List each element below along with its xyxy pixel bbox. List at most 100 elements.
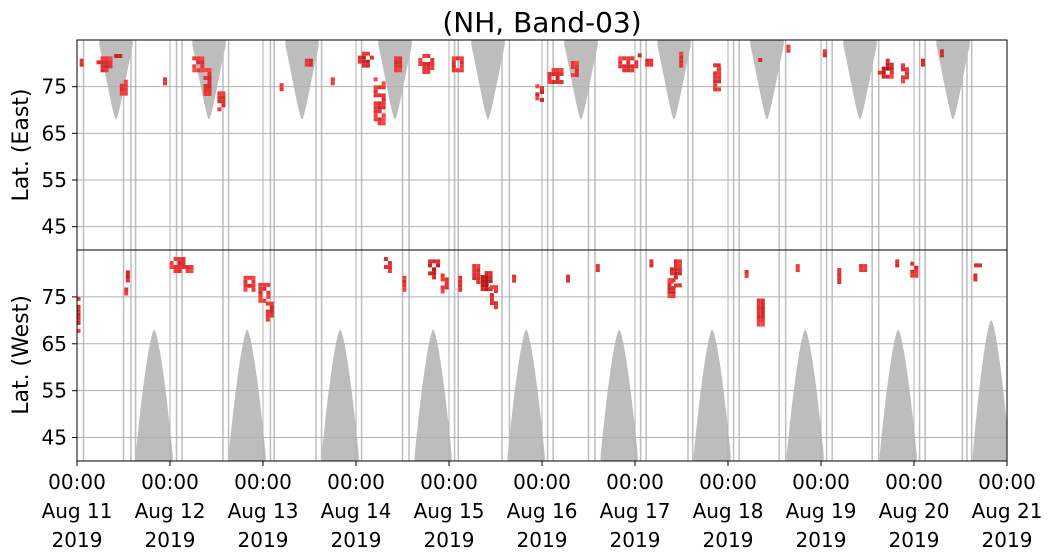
echo-cluster-14 [265,301,274,322]
echo-cell [458,287,463,292]
echo-cell [373,93,378,98]
echo-cell [181,261,186,266]
echo-cell [679,51,684,56]
echo-cell [493,305,498,310]
echo-cell [258,286,263,291]
echo-cell [744,273,749,278]
echo-cell [440,289,445,294]
x-tick-label-9: 00:00 Aug 20 2019 [879,470,950,552]
echo-cell [889,66,894,71]
echo-cell [361,55,366,60]
echo-cell [104,68,109,73]
echo-cluster-51 [795,264,800,273]
echo-cell [535,96,540,101]
x-tick-year: 2019 [610,528,661,552]
echo-cell [649,62,654,67]
echo-cell [484,283,489,288]
echo-cell [626,64,631,69]
echo-cell [192,64,197,69]
echo-cell [108,56,113,61]
echo-cell [760,302,765,307]
echo-cell [669,271,674,276]
echo-cell [373,77,378,82]
echo-cluster-4 [119,79,128,96]
echo-cell [904,67,909,72]
x-tick-time: 00:00 [606,470,664,494]
echo-cell [100,64,105,69]
tick-layer: 45 55 65 75 75 65 55 45 00:00 Aug 11 2019 00:00 Aug … [42,75,1043,552]
echo-cell [889,70,894,75]
echo-cluster-60 [939,49,944,58]
echo-cell [200,60,205,65]
echo-cell [885,58,890,63]
echo-cell [308,62,313,67]
echo-cell [100,56,105,61]
echo-cell [677,259,682,264]
echo-cell [476,276,481,281]
echo-cell [221,95,226,100]
echo-cell [119,83,124,88]
x-tick-time: 00:00 [885,470,943,494]
echo-cell [269,309,274,314]
echo-cell [618,64,623,69]
y-axis-label-east: Lat. (East) [9,89,34,202]
echo-cell [173,269,178,274]
echo-cell [265,317,270,322]
west-coverage-6 [693,329,731,461]
echo-cell [203,88,208,92]
grid-layer [76,40,1008,461]
echo-cell [837,276,842,281]
echo-cell [459,64,464,69]
echo-cell [79,62,84,67]
echo-cell [677,271,682,276]
x-tick-label-10: 00:00 Aug 21 2019 [972,470,1043,552]
echo-cell [973,263,978,268]
echo-cell [173,257,178,262]
echo-cell [756,318,761,323]
echo-cell [889,62,894,67]
echo-cluster-26 [451,56,464,73]
echo-cell [436,263,441,268]
echo-cell [837,280,842,285]
echo-cell [377,101,382,106]
echo-cell [837,272,842,277]
echo-cell [570,61,575,65]
x-tick-date: Aug 14 [321,499,392,523]
echo-cell [123,91,128,96]
east-coverage-2 [285,40,319,120]
x-tick-year: 2019 [703,528,754,552]
echo-cell [626,60,631,65]
echo-cell [304,62,309,67]
echo-cell [432,267,437,272]
echo-cell [373,113,378,118]
echo-cell [489,285,494,290]
echo-cell [251,283,256,288]
echo-cell [667,290,672,295]
echo-cell [279,83,284,88]
echo-cluster-0 [77,296,81,333]
echo-cell [377,105,382,110]
echo-cell [177,261,182,266]
echo-cell [673,263,678,268]
echo-cell [124,291,129,296]
echo-cell [373,105,378,110]
echo-cell [104,60,109,65]
echo-cell [489,301,494,306]
echo-cell [547,76,552,80]
echo-cell [258,298,263,303]
echo-cell [207,68,212,72]
echo-cell [387,265,392,270]
x-tick-year: 2019 [517,528,568,552]
east-coverage-4 [471,40,505,120]
echo-cell [177,265,182,270]
echo-cell [673,267,678,272]
echo-cell [885,66,890,71]
echo-cell [398,56,403,61]
echo-cell [426,66,431,70]
echo-cell [266,282,271,287]
echo-cell [163,81,168,86]
echo-cluster-24 [428,259,441,280]
echo-cell [679,55,684,60]
echo-cell [77,312,81,317]
echo-cluster-11 [217,91,226,112]
